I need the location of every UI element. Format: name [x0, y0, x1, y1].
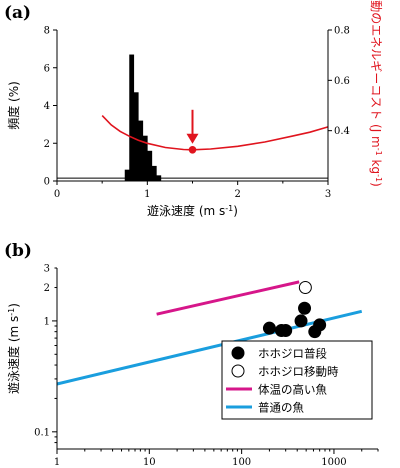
x-axis-ticks: 1 10 100 1000 [54, 449, 379, 468]
trend-line [156, 280, 300, 316]
y-tick-label: 0.1 [34, 427, 50, 438]
legend-swatch [231, 364, 245, 378]
y-tick-label: 1 [44, 316, 50, 327]
legend-label: 体温の高い魚 [258, 383, 327, 397]
trend-lines [56, 280, 363, 386]
y-tick-label: 2 [44, 139, 50, 150]
y-tick-label: 8 [44, 26, 50, 37]
arrow-head [186, 133, 199, 144]
panel-a-axes [56, 30, 329, 182]
histogram-bars [124, 54, 162, 181]
legend-label: ホホジロ普段 [258, 347, 327, 361]
legend-swatch [231, 346, 245, 360]
y-tick-label: 3 [44, 264, 50, 275]
y-tick-label: 2 [44, 283, 50, 294]
histogram-bar [147, 150, 153, 181]
legend-label: 普通の魚 [258, 401, 304, 415]
filled-data-point [262, 321, 276, 335]
y-axis-title: 遊泳速度 (m s-1) [6, 303, 21, 394]
x-tick-label: 1000 [321, 457, 346, 468]
panel-a-label: (a) [4, 3, 31, 23]
histogram-bar [138, 120, 144, 181]
histogram-bar [129, 54, 135, 181]
histogram-bar [151, 165, 157, 181]
y-tick-label: 0 [44, 177, 50, 188]
optimum-speed-marker [188, 145, 197, 154]
x-tick-label: 1 [54, 457, 60, 468]
y2-tick-label: 0.8 [334, 26, 350, 37]
x-axis-ticks: 0 1 2 3 [54, 181, 331, 200]
y-axis-ticks: 0.1 1 2 3 [34, 264, 57, 444]
y-tick-label: 6 [44, 63, 50, 74]
trend-line [56, 309, 363, 386]
x-tick-label: 3 [325, 189, 331, 200]
energy-cost-curve [101, 115, 329, 151]
filled-data-point [279, 323, 293, 337]
histogram-bar [133, 92, 139, 181]
filled-data-point [313, 318, 327, 332]
x-tick-label: 2 [234, 189, 240, 200]
open-data-point [298, 281, 312, 295]
optimum-arrow [186, 109, 199, 144]
data-points [262, 281, 327, 339]
y2-tick-label: 0.6 [334, 76, 350, 87]
filled-data-point [298, 301, 312, 315]
filled-data-point [294, 314, 308, 328]
y2-tick-label: 0.4 [334, 126, 350, 137]
histogram-bar [124, 169, 130, 181]
panel-a-chart: (a) 0 1 2 3 0 2 4 6 8 0.4 0.6 0.8 遊泳速度 (m s-1) 頻度… [4, 0, 384, 218]
y-axis-title: 頻度 (%) [6, 81, 21, 130]
y-tick-label: 4 [44, 101, 50, 112]
y2-axis-title: 移動のエネルギーコスト (J m-1 kg-1) [369, 0, 384, 187]
histogram-bar [142, 135, 148, 181]
x-tick-label: 1 [144, 189, 150, 200]
x-tick-label: 10 [143, 457, 156, 468]
x-tick-label: 100 [232, 457, 251, 468]
x-tick-label: 0 [54, 189, 60, 200]
y-axis-ticks: 0 2 4 6 8 [44, 26, 57, 188]
panel-b-label: (b) [4, 241, 32, 261]
y2-axis-ticks: 0.4 0.6 0.8 [328, 26, 350, 137]
legend-label: ホホジロ移動時 [258, 365, 339, 379]
panel-b-axes [56, 268, 378, 450]
x-axis-title: 遊泳速度 (m s-1) [147, 203, 238, 218]
